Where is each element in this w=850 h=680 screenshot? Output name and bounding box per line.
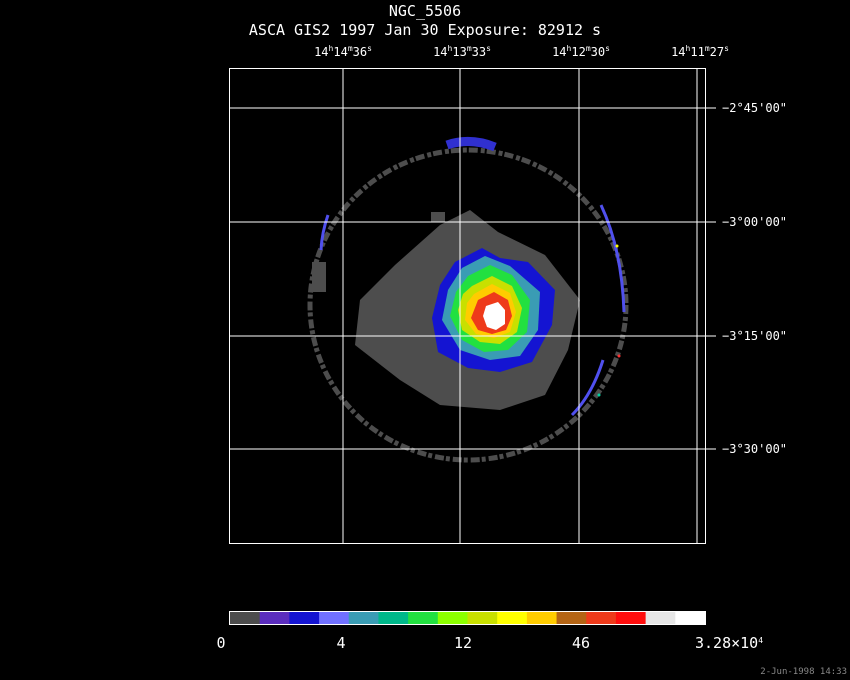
colorbar-tick-label: 12 (453, 634, 473, 652)
coordinate-grid (229, 68, 705, 543)
dec-label: −3°15'00" (722, 329, 788, 343)
color-bar-swatch (408, 612, 439, 624)
dec-label: −2°45'00" (722, 101, 788, 115)
color-bar-swatch (230, 612, 261, 624)
color-bar-swatch (526, 612, 558, 624)
source-peak (483, 302, 505, 330)
color-bar-swatch (645, 612, 676, 624)
color-bar-swatch (289, 612, 320, 624)
dec-label: −3°00'00" (722, 215, 788, 229)
rim-blue-left (319, 214, 330, 251)
rim-blue-right (599, 204, 626, 313)
colorbar-tick-label: 4 (336, 634, 346, 652)
color-bar-swatch (437, 612, 468, 624)
rim-hot-pixel (617, 354, 621, 358)
rim-blue-lower-right (570, 359, 605, 417)
rim-blue-top (445, 137, 497, 152)
xray-emission (307, 137, 629, 463)
grey-patch (431, 212, 445, 222)
color-bar-swatch (497, 612, 528, 624)
color-bar-swatch (586, 612, 617, 624)
ra-label: 14h13m33s (433, 44, 491, 60)
color-bar-swatch (675, 612, 706, 624)
color-bar (230, 612, 706, 624)
rim-hot-pixel (597, 393, 601, 397)
colorbar-max-label: 3.28×104 (694, 634, 764, 652)
detector-rim (307, 147, 629, 463)
dec-ticks (705, 107, 716, 450)
ra-label: 14h14m36s (314, 44, 372, 60)
rim-hot-pixel (615, 244, 619, 248)
color-bar-swatch (378, 612, 409, 624)
observation-info: ASCA GIS2 1997 Jan 30 Exposure: 82912 s (248, 21, 602, 39)
colorbar-tick-label: 46 (571, 634, 591, 652)
color-bar-swatch (615, 612, 647, 624)
color-bar-swatch (259, 612, 290, 624)
grey-patch (370, 298, 384, 312)
ra-label: 14h11m27s (671, 44, 729, 60)
color-bar-swatch (556, 612, 587, 624)
color-bar-swatch (319, 612, 350, 624)
dec-label: −3°30'00" (722, 442, 788, 456)
colorbar-tick-label: 0 (216, 634, 226, 652)
color-bar-swatch (348, 612, 379, 624)
ra-label: 14h12m30s (552, 44, 610, 60)
timestamp: 2-Jun-1998 14:33 (760, 667, 847, 677)
grey-patch (312, 262, 326, 292)
color-bar-swatch (467, 612, 498, 624)
object-title: NGC_5506 (388, 2, 462, 20)
color-bar-frame (229, 611, 706, 625)
